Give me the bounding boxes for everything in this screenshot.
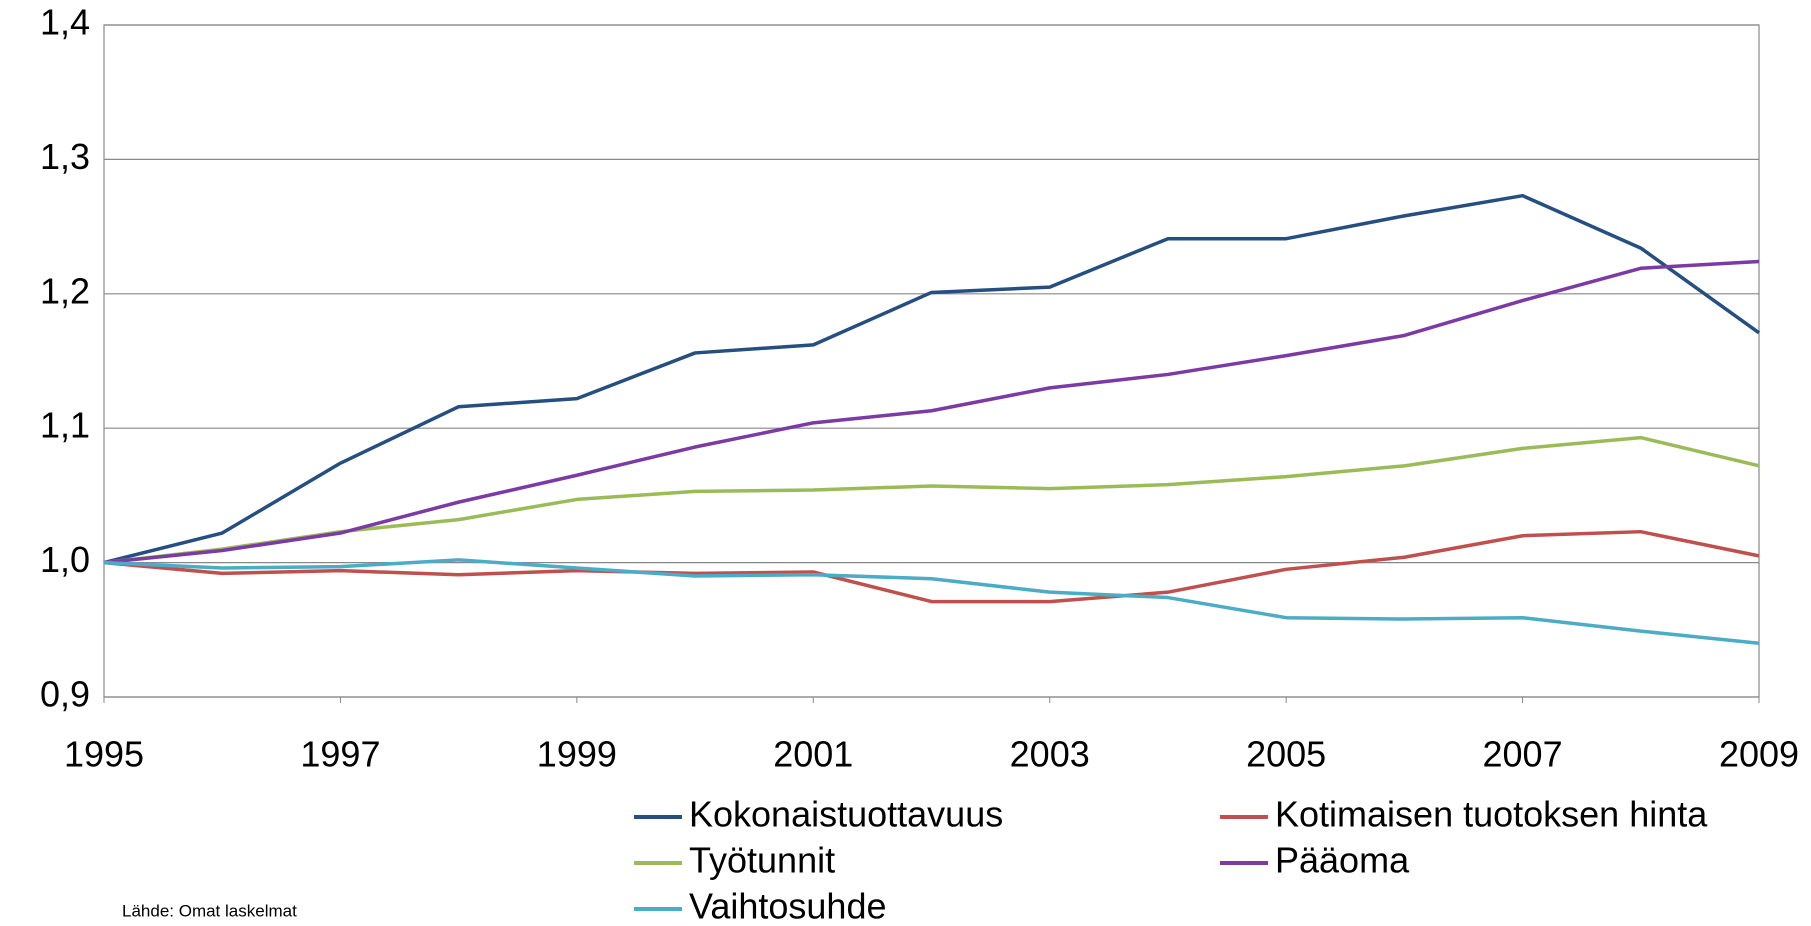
y-tick-label: 1,4: [40, 2, 90, 43]
source-note: Lähde: Omat laskelmat: [122, 901, 297, 920]
y-tick-label: 1,3: [40, 136, 90, 177]
legend-label: Kokonaistuottavuus: [689, 794, 1003, 835]
series-line: [103, 259, 1760, 565]
series-line: [103, 558, 1760, 645]
x-tick-label: 2005: [1246, 734, 1326, 775]
legend-label: Vaihtosuhde: [689, 886, 887, 926]
x-tick-label: 1995: [64, 734, 144, 775]
legend-label: Työtunnit: [689, 840, 835, 881]
y-tick-label: 1,1: [40, 405, 90, 446]
x-tick-label: 2007: [1483, 734, 1563, 775]
x-tick-label: 2009: [1719, 734, 1799, 775]
y-tick-label: 1,2: [40, 270, 90, 311]
x-tick-label: 2003: [1010, 734, 1090, 775]
x-tick-label: 2001: [773, 734, 853, 775]
series-line: [103, 435, 1760, 565]
plot-area: [103, 24, 1760, 698]
y-tick-label: 0,9: [40, 674, 90, 715]
legend-label: Kotimaisen tuotoksen hinta: [1275, 794, 1708, 835]
legend-label: Pääoma: [1275, 840, 1410, 881]
series-line: [103, 529, 1760, 604]
y-tick-label: 1,0: [40, 539, 90, 580]
x-tick-label: 1997: [300, 734, 380, 775]
series-line: [103, 193, 1761, 565]
x-tick-label: 1999: [537, 734, 617, 775]
